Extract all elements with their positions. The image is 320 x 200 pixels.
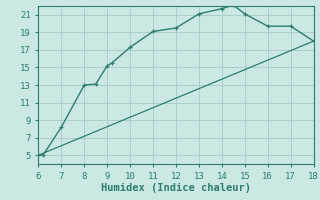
X-axis label: Humidex (Indice chaleur): Humidex (Indice chaleur) bbox=[101, 183, 251, 193]
